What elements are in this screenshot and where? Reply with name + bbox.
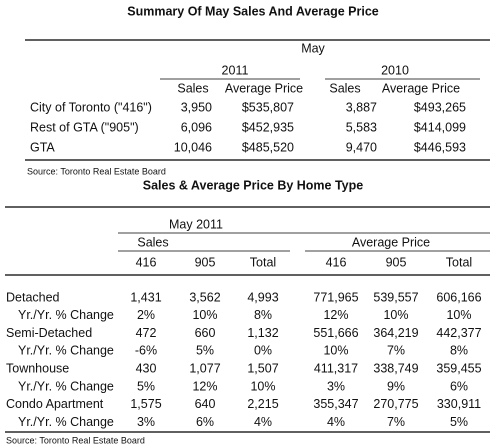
cell: 3% (327, 379, 345, 393)
cell: 4,993 (247, 290, 278, 304)
cell: 472 (136, 326, 157, 340)
column-header: Total (250, 255, 276, 269)
cell: 2% (137, 308, 155, 322)
row-label: GTA (30, 140, 55, 154)
row-label: Yr./Yr. % Change (18, 415, 114, 429)
cell: 6% (196, 415, 214, 429)
cell: 355,347 (313, 397, 358, 411)
row-label: Rest of GTA ("905") (30, 120, 139, 134)
period-header: May 2011 (169, 217, 223, 231)
cell: 1,431 (130, 290, 161, 304)
cell: 1,132 (247, 326, 278, 340)
year-header: 2011 (222, 63, 249, 77)
group-header: Average Price (352, 235, 430, 249)
cell: 8% (450, 344, 468, 358)
cell: 9,470 (346, 140, 377, 154)
cell: 359,455 (436, 361, 481, 375)
column-header: Sales (177, 81, 208, 95)
cell: 330,911 (437, 397, 481, 411)
cell: 338,749 (373, 361, 418, 375)
cell: $446,593 (414, 140, 466, 154)
cell: 4% (327, 415, 345, 429)
column-header: 905 (195, 255, 216, 269)
cell: 9% (387, 379, 405, 393)
cell: 10% (192, 308, 217, 322)
column-header: Average Price (225, 81, 303, 95)
cell: $493,265 (414, 100, 466, 114)
row-label: City of Toronto ("416") (30, 100, 152, 114)
cell: 551,666 (313, 326, 358, 340)
row-label: Detached (6, 290, 60, 304)
column-header: Average Price (382, 81, 460, 95)
column-header: Sales (329, 81, 360, 95)
cell: -6% (135, 344, 157, 358)
cell: 7% (387, 415, 405, 429)
cell: 640 (195, 397, 216, 411)
row-label: Yr./Yr. % Change (18, 308, 114, 322)
cell: 660 (195, 326, 216, 340)
group-header: Sales (137, 235, 168, 249)
cell: 10% (323, 344, 348, 358)
cell: 7% (387, 344, 405, 358)
row-label: Yr./Yr. % Change (18, 379, 114, 393)
cell: 539,557 (373, 290, 418, 304)
cell: 5% (196, 344, 214, 358)
cell: 12% (323, 308, 348, 322)
cell: 1,575 (130, 397, 161, 411)
cell: 364,219 (373, 326, 418, 340)
cell: $485,520 (242, 140, 294, 154)
cell: 430 (136, 361, 157, 375)
source: Source: Toronto Real Estate Board (27, 166, 166, 176)
cell: 1,077 (189, 361, 220, 375)
cell: 6% (450, 379, 468, 393)
cell: 5% (450, 415, 468, 429)
cell: 442,377 (436, 326, 481, 340)
column-header: Total (446, 255, 472, 269)
cell: 4% (254, 415, 272, 429)
cell: $535,807 (242, 100, 294, 114)
cell: 1,507 (247, 361, 278, 375)
cell: 3,950 (181, 100, 212, 114)
cell: 3,562 (189, 290, 220, 304)
table-title: Sales & Average Price By Home Type (143, 178, 364, 192)
cell: 2,215 (247, 397, 278, 411)
cell: 411,317 (314, 361, 358, 375)
cell: 606,166 (436, 290, 481, 304)
year-header: 2010 (381, 63, 409, 77)
cell: 3% (137, 415, 155, 429)
cell: 5,583 (346, 120, 377, 134)
cell: 12% (192, 379, 217, 393)
column-header: 416 (326, 255, 347, 269)
cell: 6,096 (181, 120, 212, 134)
row-label: Condo Apartment (6, 397, 104, 411)
cell: 771,965 (313, 290, 358, 304)
cell: $414,099 (414, 120, 466, 134)
cell: 8% (254, 308, 272, 322)
row-label: Townhouse (6, 361, 69, 375)
cell: 10% (446, 308, 471, 322)
cell: 10% (250, 379, 275, 393)
group-header: May (301, 41, 325, 55)
cell: 270,775 (373, 397, 418, 411)
cell: 3,887 (346, 100, 377, 114)
column-header: 416 (136, 255, 157, 269)
cell: 10,046 (174, 140, 212, 154)
source: Source: Toronto Real Estate Board (6, 435, 145, 445)
cell: 5% (137, 379, 155, 393)
table-title: Summary Of May Sales And Average Price (127, 4, 379, 18)
cell: 10% (383, 308, 408, 322)
column-header: 905 (386, 255, 407, 269)
row-label: Semi-Detached (6, 326, 92, 340)
cell: $452,935 (242, 120, 294, 134)
row-label: Yr./Yr. % Change (18, 344, 114, 358)
cell: 0% (254, 344, 272, 358)
